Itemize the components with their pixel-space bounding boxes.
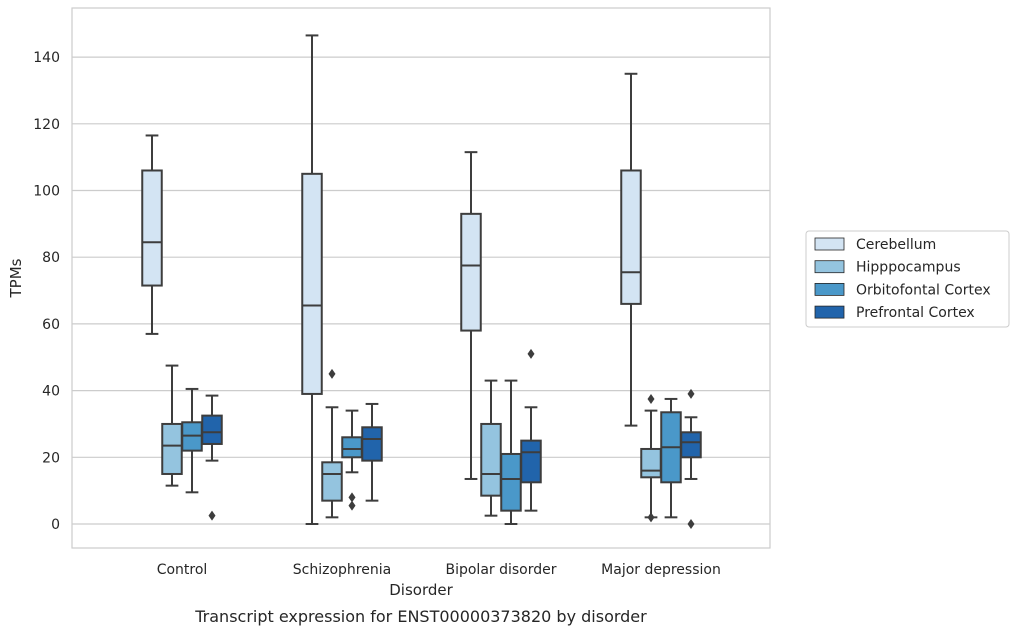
box-prefrontal-cortex bbox=[361, 402, 383, 502]
x-tick-label: Control bbox=[157, 562, 208, 578]
outlier-point bbox=[687, 388, 695, 399]
box-cerebellum bbox=[620, 72, 642, 427]
outlier-point bbox=[687, 519, 695, 529]
x-tick-label: Schizophrenia bbox=[293, 562, 391, 578]
box-body bbox=[361, 426, 383, 462]
legend-items: Cerebellum Hipppocampus Orbitofontal Corte… bbox=[814, 237, 991, 321]
box-hipppocampus bbox=[161, 364, 183, 487]
chart-caption: Transcript expression for ENST0000037382… bbox=[194, 607, 647, 626]
legend-swatch bbox=[814, 282, 845, 296]
box-body bbox=[321, 461, 343, 502]
outlier-point bbox=[348, 492, 356, 503]
legend-frame bbox=[805, 230, 1010, 328]
box-body bbox=[341, 436, 363, 459]
outlier-point bbox=[647, 393, 655, 404]
box-hipppocampus bbox=[480, 379, 502, 517]
y-tick-label: 100 bbox=[33, 184, 60, 200]
box-orbitofontal-cortex bbox=[500, 379, 522, 525]
box-cerebellum bbox=[141, 134, 163, 335]
legend-label: Orbitofontal Cortex bbox=[856, 282, 991, 298]
y-tick-label: 140 bbox=[33, 50, 60, 66]
outlier-point bbox=[527, 348, 535, 359]
grid-lines bbox=[72, 56, 770, 525]
x-axis-ticks: Control Schizophrenia Bipolar disorder Majo… bbox=[157, 562, 721, 578]
x-tick-label: Major depression bbox=[601, 562, 721, 578]
y-tick-label: 60 bbox=[42, 317, 60, 333]
box-body bbox=[201, 414, 223, 445]
y-tick-label: 40 bbox=[42, 384, 60, 400]
outlier-point bbox=[348, 500, 356, 511]
box-orbitofontal-cortex bbox=[660, 397, 682, 519]
y-tick-label: 120 bbox=[33, 117, 60, 133]
box-orbitofontal-cortex bbox=[341, 409, 363, 511]
box-body bbox=[460, 212, 482, 332]
legend-label: Prefrontal Cortex bbox=[856, 305, 975, 321]
legend: Cerebellum Hipppocampus Orbitofontal Corte… bbox=[805, 230, 1010, 328]
box-body bbox=[640, 447, 662, 479]
x-axis-title: Disorder bbox=[389, 581, 453, 599]
x-tick-label: Bipolar disorder bbox=[445, 562, 556, 578]
box-cerebellum bbox=[460, 151, 482, 480]
outlier-point bbox=[208, 510, 216, 521]
legend-label: Cerebellum bbox=[856, 237, 936, 253]
box-prefrontal-cortex bbox=[520, 348, 542, 512]
legend-swatch bbox=[814, 237, 845, 251]
y-tick-label: 0 bbox=[51, 517, 60, 533]
legend-swatch bbox=[814, 305, 845, 319]
box-orbitofontal-cortex bbox=[181, 387, 203, 494]
box-plots bbox=[141, 34, 702, 529]
box-body bbox=[500, 452, 522, 512]
y-tick-label: 20 bbox=[42, 450, 60, 466]
box-body bbox=[680, 431, 702, 459]
box-hipppocampus bbox=[640, 393, 662, 523]
box-body bbox=[141, 169, 163, 287]
box-body bbox=[301, 172, 323, 395]
box-body bbox=[161, 422, 183, 475]
box-body bbox=[480, 422, 502, 497]
plot-area-frame bbox=[71, 7, 771, 549]
outlier-point bbox=[328, 368, 336, 379]
outlier-point bbox=[647, 512, 655, 523]
box-hipppocampus bbox=[321, 368, 343, 519]
legend-swatch bbox=[814, 260, 845, 274]
box-prefrontal-cortex bbox=[680, 388, 702, 529]
box-cerebellum bbox=[301, 34, 323, 525]
box-body bbox=[620, 169, 642, 305]
legend-label: Hipppocampus bbox=[856, 260, 961, 276]
box-body bbox=[520, 439, 542, 484]
y-axis-title: TPMs bbox=[7, 258, 25, 298]
y-axis-ticks: 0 20 40 60 80 100 120 140 bbox=[33, 50, 60, 533]
y-tick-label: 80 bbox=[42, 250, 60, 266]
box-prefrontal-cortex bbox=[201, 394, 223, 521]
